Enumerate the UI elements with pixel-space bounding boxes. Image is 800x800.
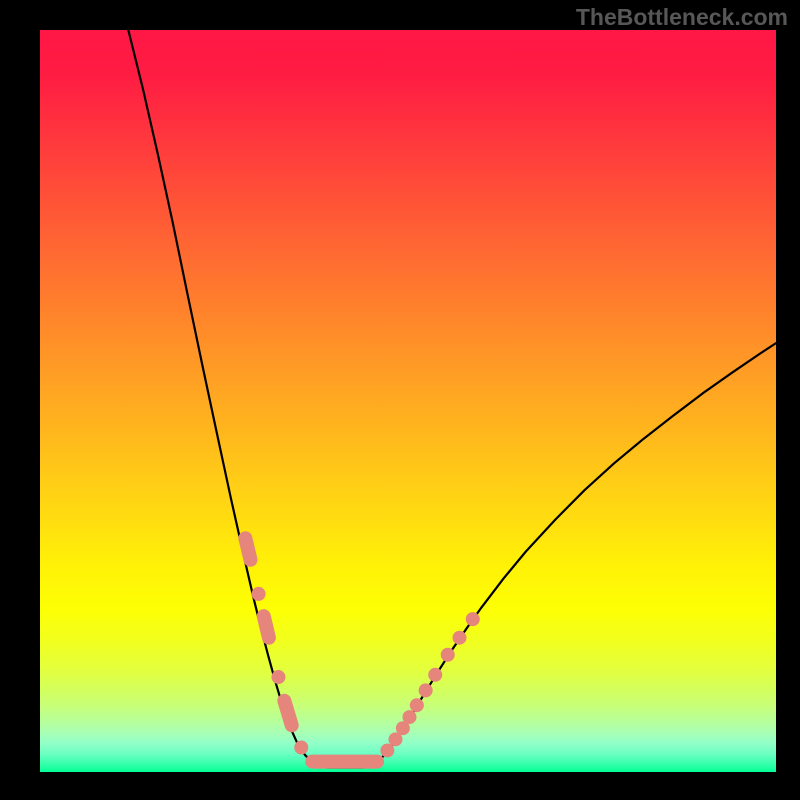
marker-capsule <box>264 616 269 638</box>
watermark-text: TheBottleneck.com <box>576 4 788 31</box>
plot-background <box>40 30 776 772</box>
marker-dot <box>441 648 455 662</box>
marker-dot <box>466 612 480 626</box>
marker-dot <box>410 698 424 712</box>
marker-dot <box>402 710 416 724</box>
marker-dot <box>271 670 285 684</box>
marker-capsule <box>245 538 250 560</box>
marker-capsule <box>284 701 291 725</box>
marker-dot <box>428 668 442 682</box>
bottleneck-chart <box>0 0 800 800</box>
chart-container: TheBottleneck.com <box>0 0 800 800</box>
marker-dot <box>252 587 266 601</box>
marker-dot <box>453 631 467 645</box>
marker-dot <box>380 743 394 757</box>
marker-dot <box>294 741 308 755</box>
marker-dot <box>419 683 433 697</box>
